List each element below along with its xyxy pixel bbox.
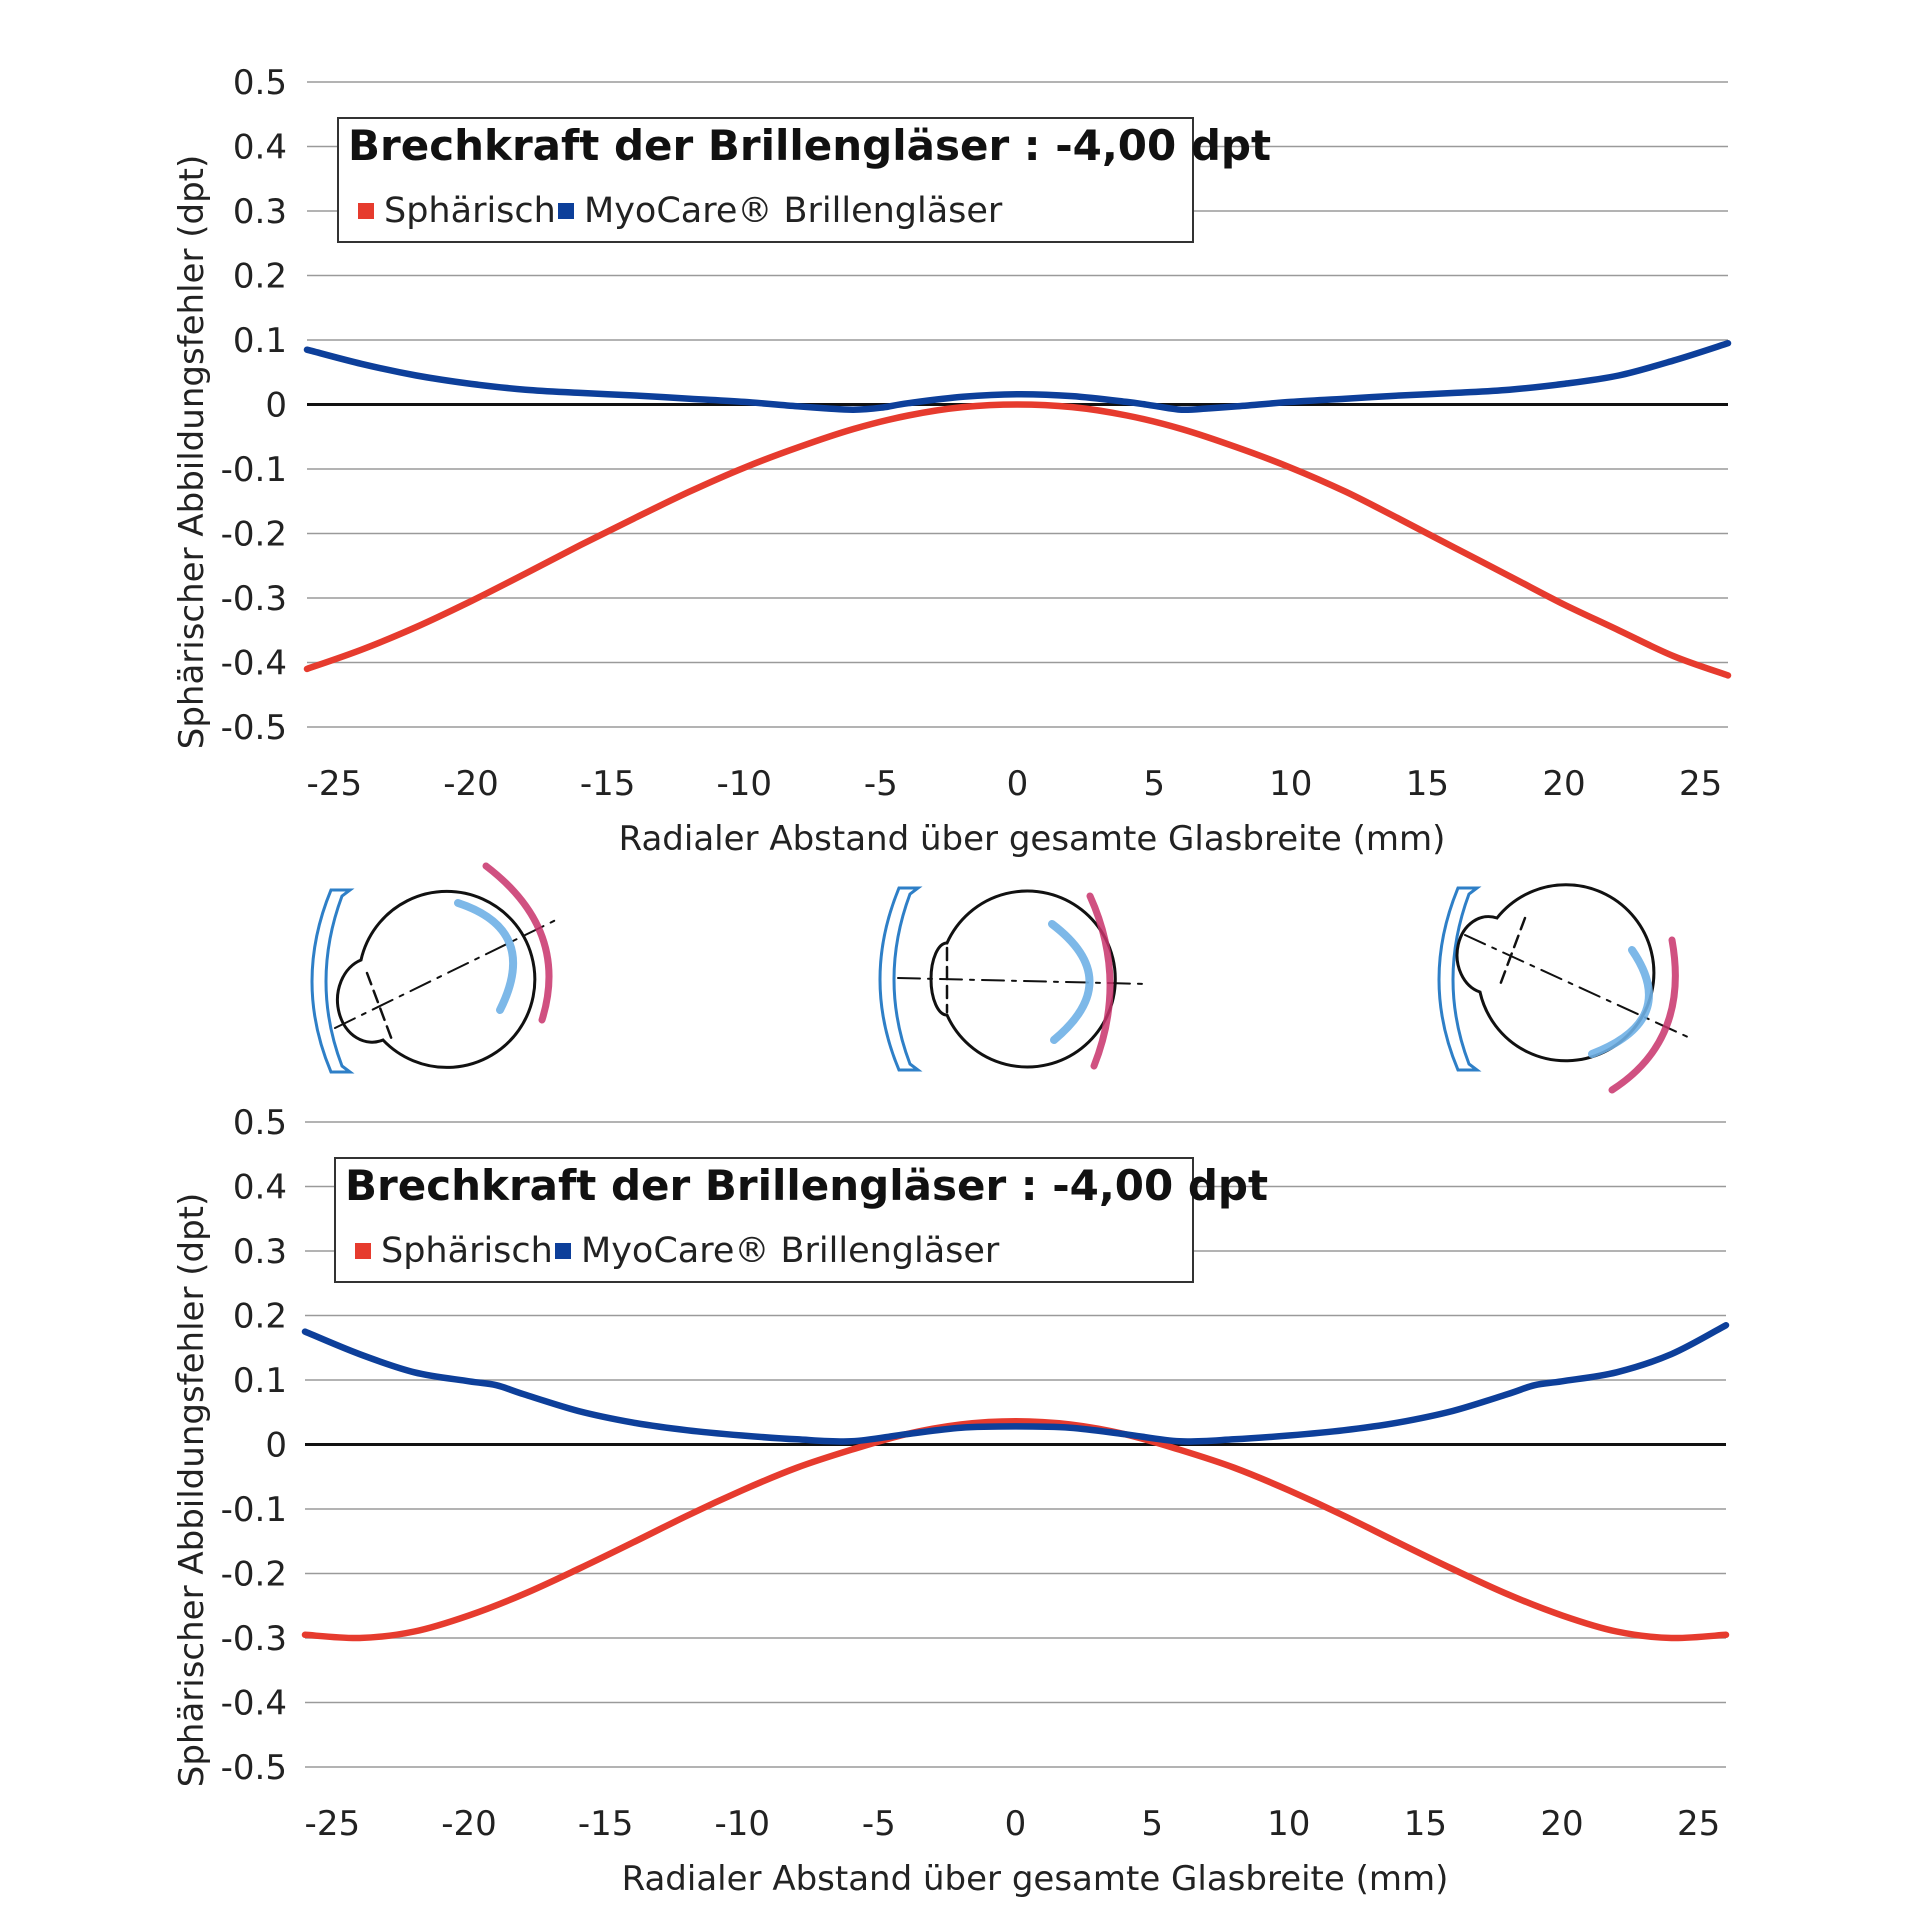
legend-swatch-spherical-top bbox=[358, 203, 374, 219]
eye-outline-icon bbox=[929, 889, 1117, 1069]
x-tick-label: 10 bbox=[1269, 764, 1312, 804]
x-tick-label: -10 bbox=[716, 764, 772, 804]
retina-blue-shell-icon bbox=[1588, 946, 1653, 1058]
x-tick-label: 20 bbox=[1540, 1804, 1583, 1844]
series-line-myocare bbox=[303, 339, 1732, 414]
x-tick-label: -15 bbox=[580, 764, 636, 804]
x-tick-label: 10 bbox=[1267, 1804, 1310, 1844]
legend-swatch-myocare-bottom bbox=[555, 1243, 571, 1259]
y-tick-label: 0.4 bbox=[233, 128, 287, 168]
x-tick-label: 25 bbox=[1677, 1804, 1720, 1844]
chart-bottom: 0.5 0.4 0.3 0.2 0.1 0 -0.1 -0.2 -0.3 -0.4 -0.5 -25… bbox=[172, 1103, 1730, 1899]
plot-area-bottom bbox=[301, 1321, 1730, 1642]
x-tick-label: 5 bbox=[1141, 1804, 1163, 1844]
x-tick-label: -5 bbox=[864, 764, 898, 804]
legend-swatch-spherical-bottom bbox=[355, 1243, 371, 1259]
y-tick-label: -0.4 bbox=[221, 644, 287, 684]
y-tick-label: 0.3 bbox=[233, 1232, 287, 1272]
x-tick-label: -25 bbox=[307, 764, 363, 804]
y-tick-label: -0.4 bbox=[221, 1684, 287, 1724]
y-axis-title-bottom: Sphärischer Abbildungsfehler (dpt) bbox=[172, 1193, 212, 1788]
x-tick-label: 20 bbox=[1542, 764, 1585, 804]
x-tick-label: 5 bbox=[1143, 764, 1165, 804]
y-tick-label: -0.1 bbox=[221, 450, 287, 490]
legend-box-bottom bbox=[334, 1157, 1194, 1283]
x-tick-label: -20 bbox=[443, 764, 499, 804]
x-tick-label: -25 bbox=[305, 1804, 361, 1844]
pupil-axis-icon bbox=[365, 971, 394, 1042]
y-tick-label: -0.5 bbox=[221, 708, 287, 748]
x-tick-label: 0 bbox=[1007, 764, 1029, 804]
spectacle-lens-icon bbox=[1437, 886, 1482, 1072]
x-tick-label: 15 bbox=[1406, 764, 1449, 804]
y-tick-label: 0.5 bbox=[233, 63, 287, 103]
x-tick-label: 25 bbox=[1679, 764, 1722, 804]
legend-box-top bbox=[337, 117, 1194, 243]
retina-blue-shell-icon bbox=[1048, 920, 1094, 1044]
legend-label-myocare-top: MyoCare® Brillengläser bbox=[584, 191, 1003, 231]
series-line-myocare bbox=[301, 1321, 1730, 1445]
x-tick-label: -5 bbox=[862, 1804, 896, 1844]
legend-title-top: Brechkraft der Brillengläser : -4,00 dpt bbox=[348, 121, 1271, 170]
eye-diagram-right bbox=[1437, 883, 1691, 1094]
y-tick-label: 0.4 bbox=[233, 1168, 287, 1208]
x-axis-title-top: Radialer Abstand über gesamte Glasbreite… bbox=[619, 819, 1446, 859]
legend-label-myocare-bottom: MyoCare® Brillengläser bbox=[581, 1231, 1000, 1271]
x-axis-title-bottom: Radialer Abstand über gesamte Glasbreite… bbox=[622, 1859, 1449, 1899]
eye-diagram-left bbox=[310, 862, 561, 1074]
legend-label-spherical-top: Sphärisch bbox=[384, 191, 556, 231]
spectacle-lens-icon bbox=[310, 888, 355, 1074]
y-tick-label: 0.1 bbox=[233, 321, 287, 361]
y-tick-label: -0.3 bbox=[221, 579, 287, 619]
x-tick-label: -15 bbox=[578, 1804, 634, 1844]
x-ticks-bottom: -25 -20 -15 -10 -5 0 5 10 15 20 25 bbox=[305, 1804, 1721, 1844]
legend-label-spherical-bottom: Sphärisch bbox=[381, 1231, 553, 1271]
eye-diagram-center bbox=[878, 886, 1149, 1072]
eye-outline-icon bbox=[1455, 883, 1656, 1063]
y-tick-label: -0.5 bbox=[221, 1748, 287, 1788]
x-tick-label: -20 bbox=[441, 1804, 497, 1844]
eye-outline-icon bbox=[335, 889, 537, 1069]
series-line-spherical bbox=[303, 401, 1732, 679]
y-tick-label: 0 bbox=[265, 386, 287, 426]
retina-pink-shell-icon bbox=[1086, 892, 1114, 1070]
legend-title-bottom: Brechkraft der Brillengläser : -4,00 dpt bbox=[345, 1161, 1268, 1210]
y-ticks-top: 0.5 0.4 0.3 0.2 0.1 0 -0.1 -0.2 -0.3 -0.4 -0.5 bbox=[221, 63, 287, 748]
x-ticks-top: -25 -20 -15 -10 -5 0 5 10 15 20 25 bbox=[307, 764, 1723, 804]
y-tick-label: 0.5 bbox=[233, 1103, 287, 1143]
y-ticks-bottom: 0.5 0.4 0.3 0.2 0.1 0 -0.1 -0.2 -0.3 -0.4 -0.5 bbox=[221, 1103, 287, 1788]
y-tick-label: 0.3 bbox=[233, 192, 287, 232]
x-tick-label: -10 bbox=[714, 1804, 770, 1844]
y-tick-label: 0.1 bbox=[233, 1361, 287, 1401]
y-tick-label: 0.2 bbox=[233, 1297, 287, 1337]
legend-top: Brechkraft der Brillengläser : -4,00 dpt… bbox=[337, 117, 1271, 243]
x-tick-label: 0 bbox=[1005, 1804, 1027, 1844]
visual-axis-icon bbox=[1464, 934, 1691, 1039]
y-tick-label: -0.3 bbox=[221, 1619, 287, 1659]
y-tick-label: -0.2 bbox=[221, 1555, 287, 1595]
series-line-spherical bbox=[301, 1418, 1730, 1642]
y-axis-title-top: Sphärischer Abbildungsfehler (dpt) bbox=[172, 155, 212, 750]
retina-pink-shell-icon bbox=[482, 862, 553, 1024]
x-tick-label: 15 bbox=[1404, 1804, 1447, 1844]
eye-illustrations bbox=[310, 862, 1691, 1094]
plot-area-top bbox=[303, 339, 1732, 679]
y-tick-label: -0.2 bbox=[221, 515, 287, 555]
y-tick-label: -0.1 bbox=[221, 1490, 287, 1530]
y-tick-label: 0.2 bbox=[233, 257, 287, 297]
pupil-axis-icon bbox=[1498, 916, 1527, 987]
legend-swatch-myocare-top bbox=[558, 203, 574, 219]
spectacle-lens-icon bbox=[878, 886, 923, 1072]
legend-bottom: Brechkraft der Brillengläser : -4,00 dpt… bbox=[334, 1157, 1268, 1283]
visual-axis-icon bbox=[897, 977, 1149, 985]
retina-pink-shell-icon bbox=[1608, 936, 1679, 1094]
y-tick-label: 0 bbox=[265, 1426, 287, 1466]
chart-top: 0.5 0.4 0.3 0.2 0.1 0 -0.1 -0.2 -0.3 -0.4 -0.5 -25… bbox=[172, 63, 1732, 859]
visual-axis-icon bbox=[334, 917, 561, 1029]
retina-blue-shell-icon bbox=[454, 899, 518, 1014]
